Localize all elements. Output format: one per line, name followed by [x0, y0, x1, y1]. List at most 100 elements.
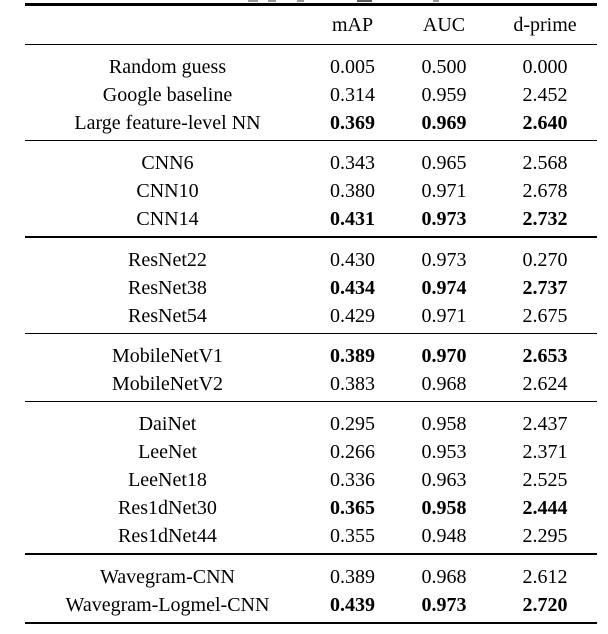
table-group: DaiNet 0.295 0.958 2.437 LeeNet 0.266 0.953 2.3…	[25, 402, 597, 553]
metric-value: 0.973	[421, 593, 467, 616]
metric-value: 0.963	[421, 469, 467, 492]
cropped-text-remnant	[248, 0, 258, 2]
metric-value: 0.973	[421, 208, 467, 231]
model-name: CNN6	[141, 152, 194, 175]
metric-value: 0.974	[421, 276, 467, 299]
model-name: ResNet22	[128, 248, 207, 271]
table-group: ResNet22 0.430 0.973 0.270 ResNet38 0.434 0.97…	[25, 238, 597, 333]
metric-value: 0.971	[421, 180, 467, 203]
model-name: CNN10	[136, 180, 199, 203]
model-name: DaiNet	[138, 413, 197, 436]
cropped-text-remnant	[297, 0, 304, 2]
cropped-text-remnant	[357, 0, 372, 2]
metric-value: 0.270	[522, 248, 568, 271]
metric-value: 2.452	[522, 83, 568, 106]
metric-value: 0.430	[330, 248, 375, 271]
group-divider-rule	[25, 553, 597, 555]
table-row: LeeNet 0.266 0.953 2.371	[25, 438, 597, 466]
table-row: Res1dNet44 0.355 0.948 2.295	[25, 522, 597, 550]
metric-value: 2.437	[522, 413, 568, 436]
table-row: Google baseline 0.314 0.959 2.452	[25, 81, 597, 109]
group-divider-rule	[25, 139, 597, 142]
metric-value: 2.675	[522, 304, 568, 327]
metric-value: 2.720	[522, 593, 568, 616]
table-group: MobileNetV1 0.389 0.970 2.653 MobileNetV2 0.3…	[25, 334, 597, 401]
group-divider-rule	[25, 236, 597, 238]
metric-value: 0.969	[421, 111, 467, 134]
metric-value: 0.973	[421, 248, 467, 271]
model-name: LeeNet	[138, 441, 197, 464]
table-row: Random guess 0.005 0.500 0.000	[25, 53, 597, 81]
table-row: CNN10 0.380 0.971 2.678	[25, 177, 597, 205]
metric-value: 0.429	[330, 304, 375, 327]
metric-value: 0.365	[330, 497, 375, 520]
metric-value: 0.948	[421, 525, 467, 548]
metric-value: 2.624	[522, 373, 568, 396]
column-header-auc: AUC	[422, 13, 466, 36]
metric-value: 0.965	[421, 152, 467, 175]
metric-value: 0.971	[421, 304, 467, 327]
metric-value: 2.640	[522, 111, 568, 134]
table-group: CNN6 0.343 0.965 2.568 CNN10 0.380 0.971 2.678 C…	[25, 141, 597, 236]
metric-value: 2.444	[522, 497, 568, 520]
metric-value: 0.434	[330, 276, 375, 299]
metric-value: 0.500	[421, 55, 467, 78]
table-body: Random guess 0.005 0.500 0.000 Google baseli…	[25, 45, 597, 622]
table-row: MobileNetV1 0.389 0.970 2.653	[25, 342, 597, 370]
metric-value: 0.970	[421, 345, 467, 368]
metric-value: 0.295	[330, 413, 375, 436]
metric-value: 2.612	[522, 565, 568, 588]
metric-value: 0.380	[330, 180, 375, 203]
model-name: CNN14	[136, 208, 199, 231]
metric-value: 0.343	[330, 152, 375, 175]
metric-value: 2.371	[522, 441, 568, 464]
model-name: MobileNetV2	[111, 373, 224, 396]
metric-value: 0.389	[330, 345, 375, 368]
metric-value: 0.336	[330, 469, 375, 492]
metric-value: 2.678	[522, 180, 568, 203]
table-row: ResNet38 0.434 0.974 2.737	[25, 274, 597, 302]
model-name: Res1dNet44	[118, 525, 217, 548]
metric-value: 0.968	[421, 565, 467, 588]
table-header-row: mAP AUC d-prime	[25, 6, 597, 44]
table-row: ResNet22 0.430 0.973 0.270	[25, 246, 597, 274]
model-name: Random guess	[108, 55, 227, 78]
metric-value: 2.653	[522, 345, 568, 368]
table-row: DaiNet 0.295 0.958 2.437	[25, 410, 597, 438]
table-row: Wavegram-Logmel-CNN 0.439 0.973 2.720	[25, 591, 597, 619]
table-bottom-rule	[25, 621, 597, 625]
model-name: MobileNetV1	[111, 345, 224, 368]
metric-value: 0.439	[330, 593, 375, 616]
table-row: Wavegram-CNN 0.389 0.968 2.612	[25, 563, 597, 591]
metric-value: 0.369	[330, 111, 375, 134]
metric-value: 0.959	[421, 83, 467, 106]
table-row: CNN6 0.343 0.965 2.568	[25, 149, 597, 177]
table-top-rule	[25, 3, 597, 6]
metric-value: 2.737	[522, 276, 568, 299]
model-name: LeeNet18	[128, 469, 207, 492]
table-row: Large feature-level NN 0.369 0.969 2.640	[25, 109, 597, 137]
group-divider-rule	[25, 332, 597, 335]
table-row: MobileNetV2 0.383 0.968 2.624	[25, 370, 597, 398]
metric-value: 2.568	[522, 152, 568, 175]
table-row: CNN14 0.431 0.973 2.732	[25, 205, 597, 233]
metric-value: 0.314	[330, 83, 375, 106]
model-name: Large feature-level NN	[74, 111, 261, 134]
model-name: Wavegram-Logmel-CNN	[65, 593, 270, 616]
cropped-text-remnant	[268, 0, 276, 2]
cropped-text-remnant	[433, 0, 439, 2]
model-name: ResNet54	[128, 304, 207, 327]
metric-value: 0.958	[421, 413, 467, 436]
header-divider-rule	[25, 43, 597, 45]
metric-value: 0.968	[421, 373, 467, 396]
table-row: LeeNet18 0.336 0.963 2.525	[25, 466, 597, 494]
metric-value: 2.525	[522, 469, 568, 492]
metric-value: 0.266	[330, 441, 375, 464]
model-name: Google baseline	[102, 83, 233, 106]
metric-value: 0.431	[330, 208, 375, 231]
table-group: Random guess 0.005 0.500 0.000 Google baseli…	[25, 45, 597, 140]
model-name: Wavegram-CNN	[99, 565, 235, 588]
model-name: ResNet38	[128, 276, 207, 299]
table-row: ResNet54 0.429 0.971 2.675	[25, 302, 597, 330]
